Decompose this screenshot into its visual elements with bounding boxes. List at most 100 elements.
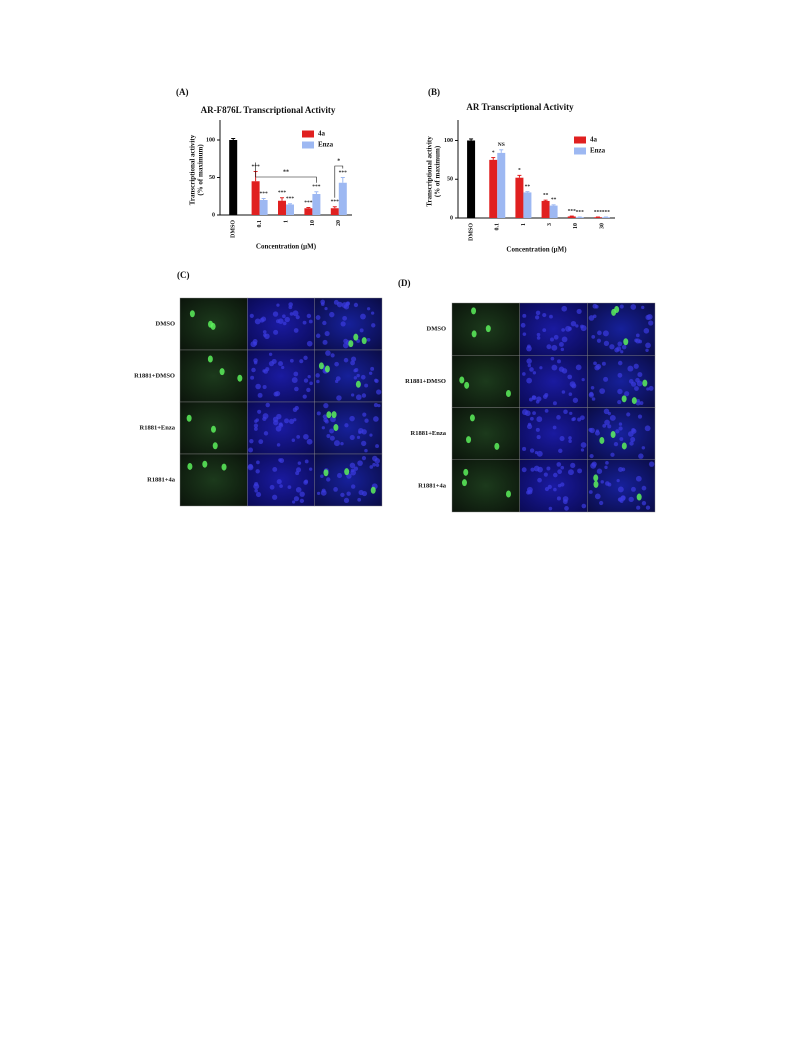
legend-label: 4a	[590, 136, 598, 144]
y-tick-label: 100	[444, 138, 453, 144]
nucleus	[289, 358, 294, 363]
nucleus	[260, 316, 267, 322]
nucleus	[636, 399, 640, 403]
nucleus	[609, 344, 615, 350]
nucleus	[304, 459, 309, 464]
x-axis-label: Concentration (μM)	[256, 243, 317, 251]
bracket-label: *	[337, 158, 340, 164]
nucleus	[322, 320, 327, 326]
nucleus	[641, 446, 646, 450]
nucleus	[359, 328, 364, 333]
nucleus	[614, 347, 620, 353]
significance-label: ***	[602, 209, 611, 215]
nucleus	[334, 379, 339, 384]
nucleus	[558, 366, 565, 372]
x-tick-label: DMSO	[231, 220, 237, 238]
nucleus	[556, 496, 561, 501]
nucleus	[618, 422, 623, 426]
nucleus	[617, 400, 622, 405]
nucleus	[370, 366, 375, 371]
bar	[229, 140, 238, 215]
gfp-cell	[326, 411, 332, 419]
nucleus	[645, 348, 649, 353]
gfp-cell	[370, 486, 376, 494]
nucleus	[610, 452, 615, 457]
panel-label: (B)	[428, 87, 440, 97]
nucleus	[355, 394, 362, 401]
nucleus	[617, 388, 623, 395]
nucleus	[615, 429, 620, 434]
bar	[467, 140, 476, 218]
gfp-cell	[610, 431, 616, 439]
nucleus	[255, 469, 260, 474]
nucleus	[315, 373, 320, 378]
nucleus	[247, 464, 254, 471]
nucleus	[644, 425, 651, 432]
nucleus	[628, 496, 634, 503]
nucleus	[255, 418, 259, 422]
nucleus	[630, 437, 636, 443]
nucleus	[633, 363, 639, 369]
nucleus	[373, 416, 379, 422]
x-tick-label: 20	[336, 220, 342, 226]
nucleus	[575, 364, 582, 371]
nucleus	[645, 505, 651, 510]
nucleus	[535, 427, 540, 432]
nucleus	[333, 299, 339, 305]
gfp-cell	[187, 462, 193, 470]
nucleus	[350, 360, 356, 366]
bar	[575, 217, 584, 218]
nucleus	[351, 393, 355, 397]
micrograph	[179, 349, 248, 403]
nucleus	[621, 344, 627, 350]
gfp-cell	[505, 389, 511, 397]
nucleus	[603, 340, 610, 347]
nucleus	[524, 410, 531, 417]
nucleus	[358, 489, 364, 496]
nucleus	[599, 500, 604, 506]
nucleus	[302, 320, 307, 325]
nucleus	[337, 473, 343, 479]
micrograph	[587, 302, 656, 356]
nucleus	[604, 419, 610, 426]
nucleus	[549, 314, 553, 319]
nucleus	[552, 425, 557, 430]
nucleus	[315, 315, 321, 320]
nucleus	[551, 364, 558, 371]
nucleus	[637, 372, 643, 378]
nucleus	[269, 484, 275, 490]
y-tick-label: 100	[206, 137, 215, 143]
gfp-cell	[461, 479, 467, 487]
nucleus	[542, 394, 548, 399]
gfp-cell	[186, 414, 192, 422]
nucleus	[249, 438, 254, 444]
nucleus	[303, 378, 309, 383]
gfp-cell	[333, 424, 339, 432]
nucleus	[371, 311, 375, 315]
nucleus	[542, 313, 547, 318]
nucleus	[544, 487, 549, 492]
row-label: R1881+4a	[418, 482, 447, 489]
nucleus	[292, 310, 299, 317]
row-label: R1881+Enza	[140, 424, 176, 431]
nucleus	[532, 411, 536, 416]
nucleus	[357, 497, 362, 502]
nucleus	[588, 490, 593, 494]
panel-label: (D)	[398, 278, 411, 288]
nucleus	[590, 386, 595, 390]
nucleus	[591, 334, 596, 339]
nucleus	[572, 417, 576, 421]
nucleus	[564, 506, 569, 511]
nucleus	[558, 448, 563, 454]
nucleus	[536, 396, 542, 402]
x-tick-label: 1	[521, 223, 527, 226]
nucleus	[336, 395, 342, 401]
nucleus	[262, 413, 269, 419]
nucleus	[361, 393, 367, 398]
gfp-cell	[614, 305, 620, 313]
nucleus	[325, 350, 331, 356]
nucleus	[346, 491, 351, 496]
x-tick-label: 0.1	[495, 223, 501, 231]
nucleus	[561, 390, 566, 394]
nucleus	[603, 376, 609, 382]
